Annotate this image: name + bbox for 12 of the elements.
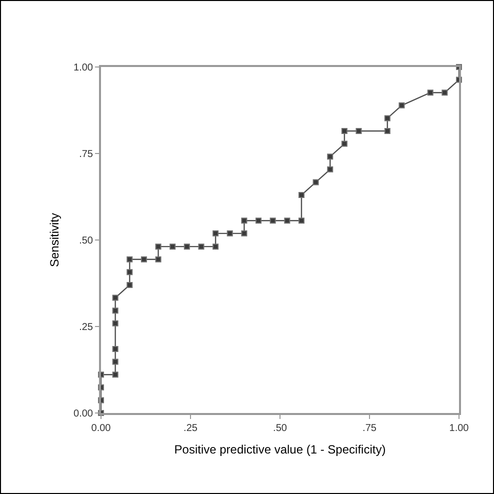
x-tick-label: 0.00 xyxy=(91,423,112,434)
y-tick-label: 0.00 xyxy=(74,408,94,420)
x-tick-label: .25 xyxy=(184,423,198,434)
x-axis-title: Positive predictive value (1 - Specificity) xyxy=(174,442,386,456)
y-axis-title: Sensitivity xyxy=(47,212,62,268)
y-tick-label: 1.00 xyxy=(74,62,94,74)
x-tick-label: .75 xyxy=(362,423,377,434)
y-tick-label: .75 xyxy=(79,149,94,160)
y-tick-label: .50 xyxy=(79,236,94,246)
y-tick-label: .25 xyxy=(79,322,94,333)
x-tick-label: 1.00 xyxy=(449,423,470,434)
x-tick-label: .50 xyxy=(273,423,288,434)
